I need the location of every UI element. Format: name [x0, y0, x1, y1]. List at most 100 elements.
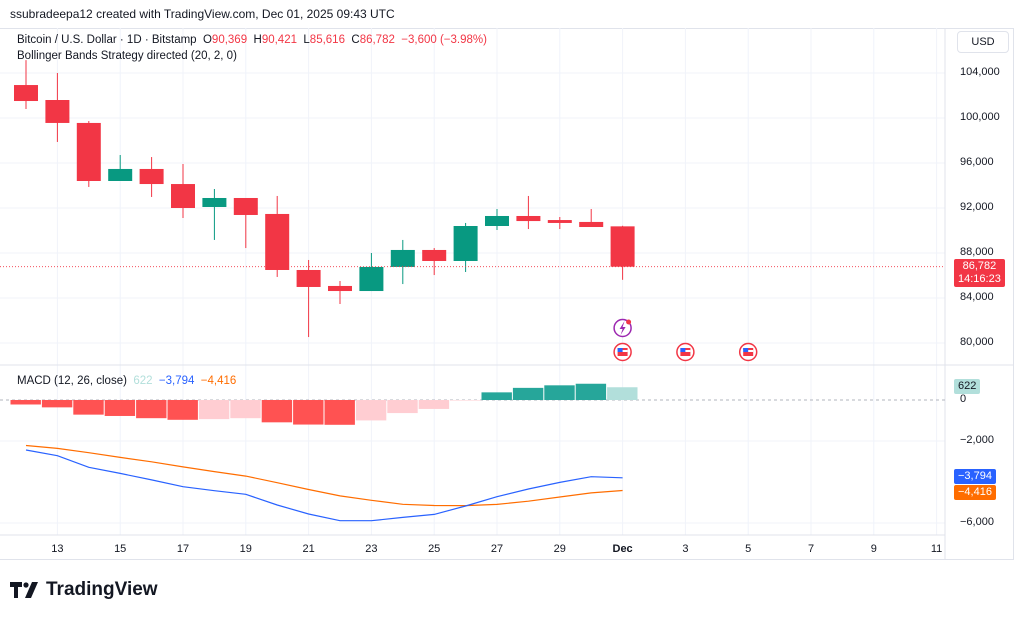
- candle-body: [202, 197, 227, 207]
- macd-histogram-bar: [387, 400, 418, 414]
- macd-histogram-bar: [324, 400, 355, 425]
- time-tick-label: 13: [51, 543, 64, 555]
- lightning-icon-glyph: [619, 321, 626, 335]
- macd-histogram-bar: [293, 400, 324, 425]
- candle-body: [296, 269, 321, 287]
- macd-histogram-bar: [418, 400, 450, 409]
- macd-histogram-bar: [167, 400, 198, 420]
- last-price-tag: 86,782 14:16:23: [954, 259, 1005, 287]
- time-tick-label: 25: [428, 543, 441, 555]
- macd-histogram-bar: [512, 387, 544, 400]
- close-value: 86,782: [359, 34, 395, 46]
- bar-countdown: 14:16:23: [958, 273, 1001, 285]
- flag-canton: [680, 348, 686, 352]
- notification-dot: [626, 319, 632, 325]
- candle-body: [14, 85, 38, 102]
- open-value: 90,369: [211, 34, 248, 46]
- candle-body: [108, 168, 133, 181]
- high-value: 90,421: [261, 34, 297, 46]
- macd-histogram-bar: [104, 400, 136, 416]
- time-tick-label: 15: [114, 543, 127, 555]
- chart-frame: [0, 28, 1014, 560]
- macd-hist-value: 622: [133, 375, 153, 387]
- last-price: 86,782: [962, 260, 997, 272]
- macd-tick-label: 0: [960, 393, 967, 405]
- currency-button[interactable]: USD: [957, 31, 1009, 53]
- tradingview-logo-icon: [10, 582, 38, 598]
- price-tick-label: 92,000: [960, 201, 994, 213]
- candle-body: [422, 249, 447, 261]
- macd-signal-line: [25, 444, 623, 507]
- macd-line-tag: −3,794: [954, 469, 996, 484]
- candle-body: [171, 184, 195, 208]
- macd-histogram-bar: [41, 400, 73, 408]
- time-tick-label: 23: [365, 543, 378, 555]
- macd-hist-tag: 622: [954, 379, 981, 394]
- close-label: C: [351, 34, 360, 46]
- time-tick-label: 11: [930, 543, 943, 555]
- low-value: 85,616: [309, 34, 345, 46]
- candle-body: [328, 285, 352, 292]
- candle-body: [390, 249, 415, 267]
- time-tick-label: 29: [553, 543, 566, 555]
- macd-histogram-bar: [198, 400, 230, 420]
- macd-histogram-bar: [607, 387, 638, 400]
- logo-text: TradingView: [46, 579, 158, 600]
- macd-signal-value: −4,416: [200, 375, 237, 387]
- symbol-title: Bitcoin / U.S. Dollar · 1D · Bitstamp: [17, 34, 197, 46]
- candle-body: [547, 220, 572, 223]
- price-tick-label: 96,000: [960, 156, 994, 168]
- open-label: O: [202, 34, 212, 46]
- macd-histogram-bar: [73, 400, 104, 415]
- indicator-legend[interactable]: Bollinger Bands Strategy directed (20, 2…: [17, 50, 237, 62]
- macd-histogram-bar: [10, 400, 41, 405]
- macd-histogram-bar: [355, 400, 387, 421]
- candle-body: [516, 215, 541, 222]
- candle-body: [45, 100, 70, 123]
- price-tick-label: 104,000: [960, 66, 1000, 78]
- time-tick-label: 27: [490, 543, 504, 555]
- candle-body: [265, 213, 290, 270]
- price-tick-label: 80,000: [960, 336, 994, 348]
- time-tick-label: 3: [682, 543, 689, 555]
- time-tick-label: Dec: [612, 543, 633, 555]
- flag-canton: [743, 348, 749, 352]
- time-tick-label: 9: [870, 543, 877, 555]
- time-tick-label: 19: [239, 543, 252, 555]
- symbol-legend: Bitcoin / U.S. Dollar · 1D · Bitstamp O9…: [17, 34, 487, 46]
- time-tick-label: 17: [176, 543, 190, 555]
- macd-title: MACD (12, 26, close): [17, 375, 127, 387]
- flag-canton: [617, 348, 623, 352]
- macd-line-value: −3,794: [158, 375, 195, 387]
- macd-legend[interactable]: MACD (12, 26, close) 622 −3,794 −4,416: [17, 375, 236, 387]
- macd-histogram-bar: [230, 400, 261, 419]
- macd-line: [25, 449, 623, 522]
- macd-histogram-bar: [136, 400, 167, 419]
- candle-body: [485, 215, 509, 226]
- time-tick-label: 7: [807, 543, 815, 555]
- candle-body: [139, 168, 164, 185]
- macd-tick-label: −6,000: [960, 516, 994, 528]
- candle-body: [453, 226, 478, 261]
- chart-credit: ssubradeepa12 created with TradingView.c…: [10, 7, 395, 21]
- macd-tick-label: −2,000: [960, 434, 994, 446]
- price-tick-label: 88,000: [960, 246, 994, 258]
- time-tick-label: 21: [302, 543, 315, 555]
- high-label: H: [253, 34, 262, 46]
- macd-histogram-bar: [261, 400, 293, 423]
- low-label: L: [303, 34, 310, 46]
- candle-body: [359, 266, 384, 292]
- tradingview-logo[interactable]: TradingView: [10, 579, 158, 601]
- candle-body: [610, 226, 635, 267]
- candle-body: [233, 197, 258, 215]
- price-tick-label: 100,000: [960, 111, 1000, 123]
- price-tick-label: 84,000: [960, 291, 994, 303]
- macd-histogram-bar: [575, 383, 607, 400]
- macd-signal-tag: −4,416: [954, 485, 996, 500]
- change-value: −3,600 (−3.98%): [401, 34, 487, 46]
- macd-histogram-bar: [544, 385, 575, 400]
- candle-body: [579, 221, 604, 228]
- macd-histogram-bar: [481, 392, 512, 400]
- macd-histogram-bar: [450, 400, 481, 401]
